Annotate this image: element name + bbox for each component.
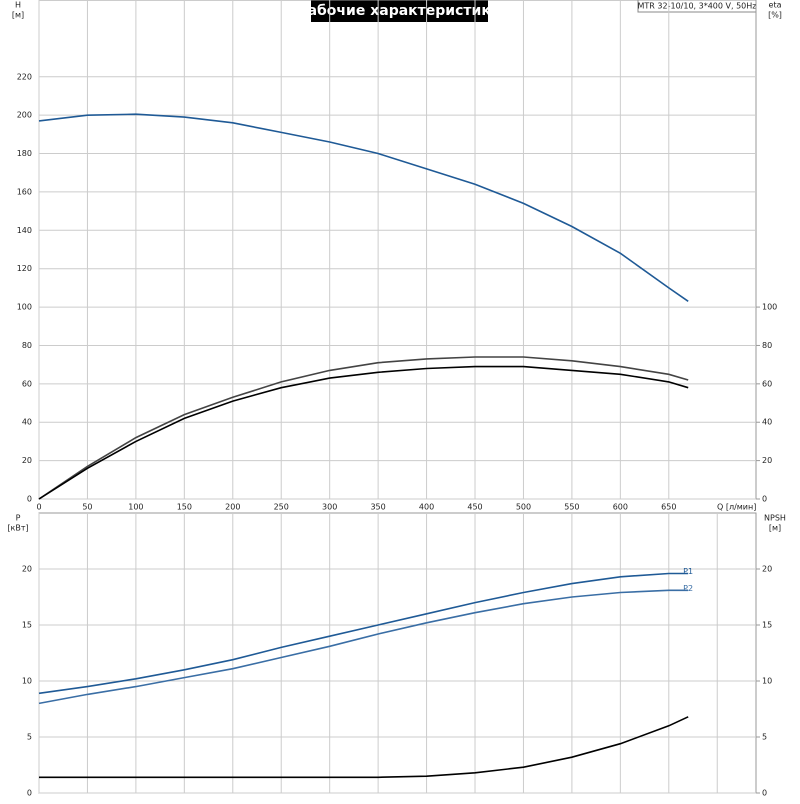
y2-tick-label: 0 (762, 495, 767, 504)
y2-unit: [%] (768, 11, 782, 20)
y-tick-label: 0 (27, 789, 32, 798)
y2-tick-label: 100 (762, 303, 777, 312)
y-tick-label: 160 (17, 187, 32, 196)
y-tick-label: 100 (17, 303, 32, 312)
x-tick-label: 50 (82, 503, 92, 512)
y-tick-label: 220 (17, 72, 32, 81)
x-tick-label: 150 (177, 503, 192, 512)
x-tick-label: 300 (322, 503, 337, 512)
y2-tick-label: 40 (762, 418, 772, 427)
series-line (38, 365, 689, 500)
series-line (39, 716, 689, 779)
y-tick-label: 0 (27, 495, 32, 504)
y2-tick-label: 0 (762, 789, 767, 798)
y-tick-label: 20 (22, 456, 32, 465)
y2-tick-label: 20 (762, 456, 772, 465)
x-tick-label: 500 (516, 503, 531, 512)
y2-label: NPSH (764, 514, 786, 523)
series-label: P1 (683, 567, 693, 576)
x-tick-label: 650 (661, 503, 676, 512)
x-tick-label: 0 (36, 503, 41, 512)
series-line (38, 356, 689, 500)
x-tick-label: 200 (225, 503, 240, 512)
y-tick-label: 120 (17, 264, 32, 273)
y-tick-label: 140 (17, 226, 32, 235)
y-tick-label: 40 (22, 418, 32, 427)
y-label: H (15, 1, 21, 10)
y-unit: [кВт] (7, 524, 28, 533)
x-tick-label: 250 (274, 503, 289, 512)
plot-area (38, 0, 757, 500)
title-box (311, 0, 488, 22)
model: MTR 32-10/10, 3*400 V, 50Hz (638, 2, 757, 11)
y-tick-label: 80 (22, 341, 32, 350)
y2-label: eta (769, 1, 782, 10)
x-tick-label: 450 (467, 503, 482, 512)
y-unit: [м] (12, 11, 24, 20)
series-line (38, 572, 689, 695)
y-tick-label: 60 (22, 379, 32, 388)
y2-unit: [м] (769, 524, 781, 533)
x-tick-label: 600 (613, 503, 628, 512)
y2-tick-label: 60 (762, 379, 772, 388)
chart-title: Рабочие характеристики (297, 3, 500, 19)
y-label: P (16, 514, 21, 523)
y-tick-label: 10 (22, 677, 32, 686)
plot-area (38, 512, 757, 794)
x-tick-label: 550 (564, 503, 579, 512)
y-tick-label: 200 (17, 111, 32, 120)
series-line (38, 589, 689, 705)
series-label: P2 (683, 584, 693, 593)
y2-tick-label: 20 (762, 565, 772, 574)
x-tick-label: 100 (128, 503, 143, 512)
y2-tick-label: 5 (762, 733, 767, 742)
y2-tick-label: 10 (762, 677, 772, 686)
x-tick-label: 400 (419, 503, 434, 512)
x-tick-label: 350 (370, 503, 385, 512)
y2-tick-label: 15 (762, 621, 772, 630)
y-tick-label: 15 (22, 621, 32, 630)
x-label: Q [л/мин] (717, 503, 756, 512)
y-tick-label: 5 (27, 733, 32, 742)
y-tick-label: 20 (22, 565, 32, 574)
y2-tick-label: 80 (762, 341, 772, 350)
y-tick-label: 180 (17, 149, 32, 158)
series-line (38, 113, 689, 302)
